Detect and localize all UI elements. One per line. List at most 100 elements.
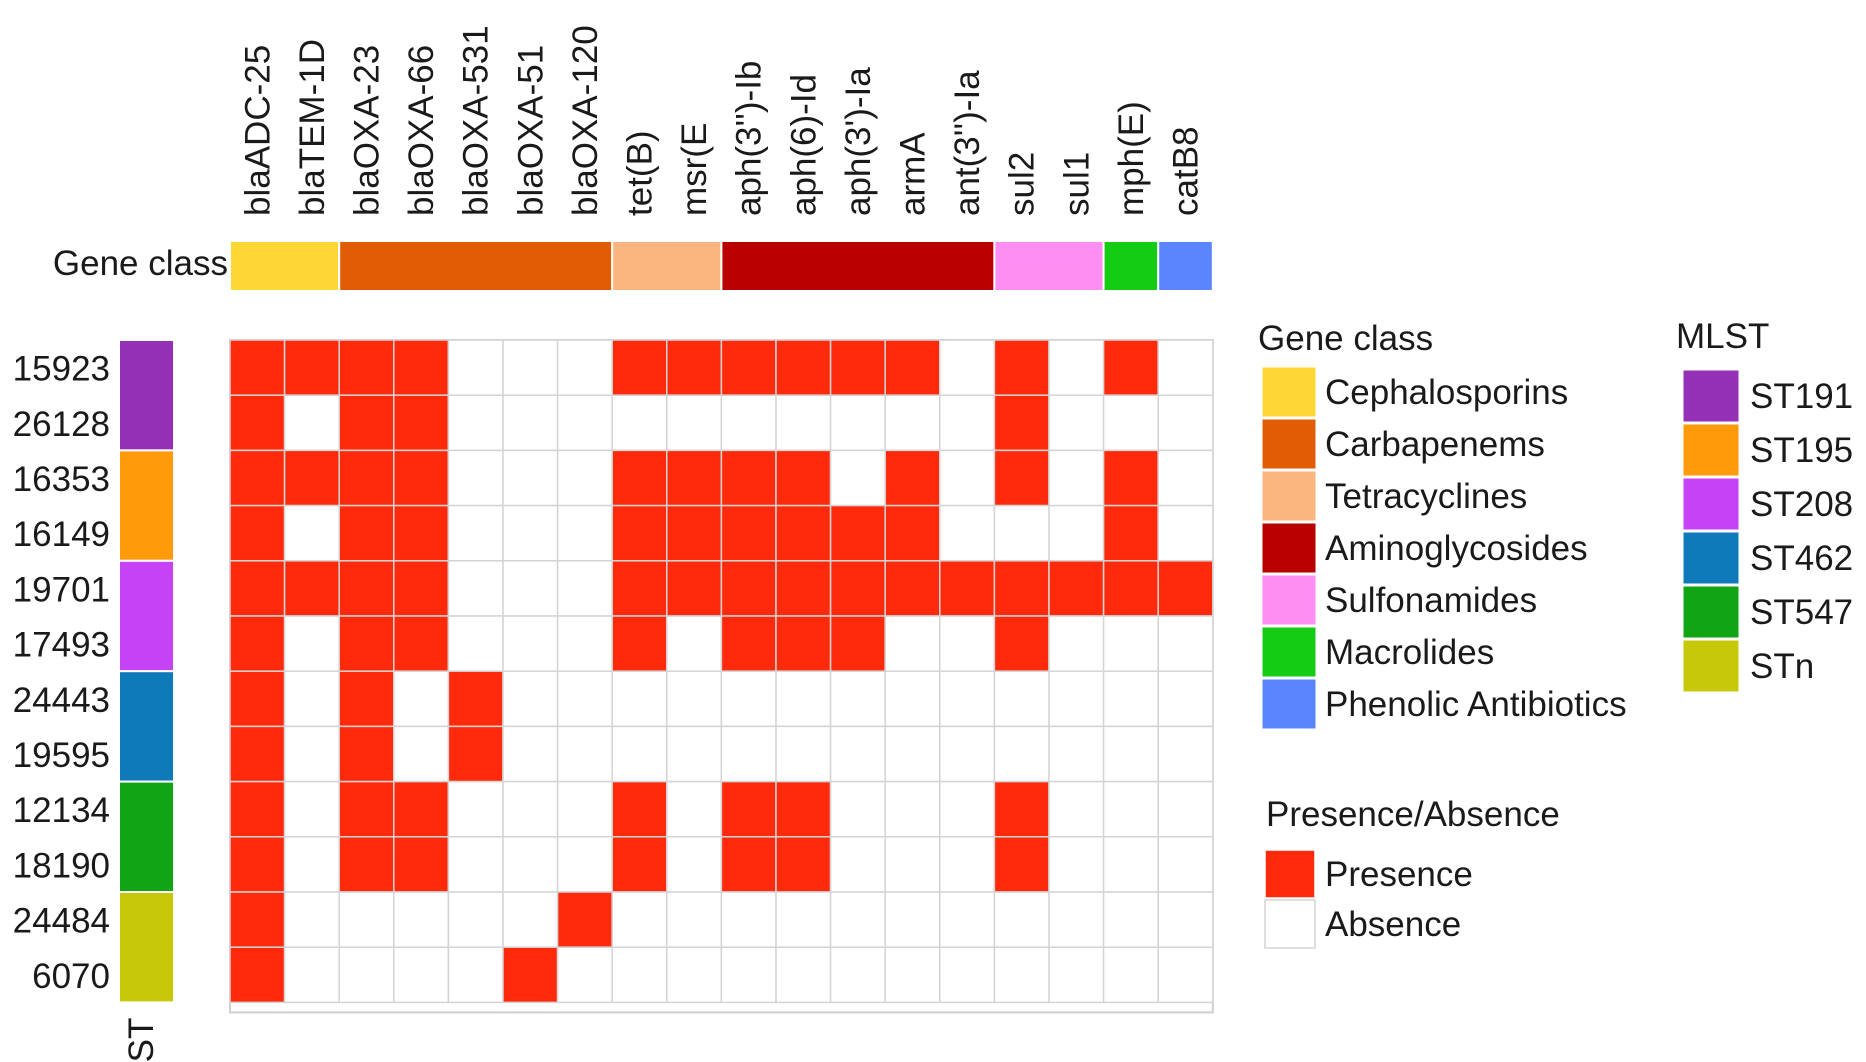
cell-18190-blaoxa-120 xyxy=(556,836,613,893)
sample-row-labels: 15923 26128 16353 16149 19701 17493 24443 19595… xyxy=(13,350,110,996)
cell-26128-aph-3-ib xyxy=(720,394,777,452)
legend-label-st208: ST208 xyxy=(1750,485,1853,524)
cell-24443-blatem-1d xyxy=(283,670,340,728)
cell-17493-blaoxa-23 xyxy=(338,615,395,672)
cell-15923-msr-e xyxy=(666,339,723,396)
legend-swatch-presence xyxy=(1264,849,1316,899)
cell-26128-aph-6-id xyxy=(775,394,832,452)
cell-16149-aph-6-id xyxy=(775,504,832,562)
cell-15923-blaoxa-120 xyxy=(556,339,613,396)
cell-24443-sul2 xyxy=(993,670,1050,728)
cell-24484-blaoxa-51 xyxy=(502,891,559,948)
legend-swatch-aminoglycosides xyxy=(1261,522,1317,574)
legend-label-absence: Absence xyxy=(1325,905,1461,944)
cell-6070-blaoxa-51 xyxy=(502,946,559,1004)
cell-16149-msr-e xyxy=(666,504,723,562)
sample-label-17493: 17493 xyxy=(13,626,110,665)
cell-16353-blaoxa-51 xyxy=(502,449,559,507)
cell-16149-blaoxa-23 xyxy=(338,504,395,562)
cell-16149-blaoxa-120 xyxy=(556,504,613,562)
cell-19595-blaoxa-51 xyxy=(502,725,559,783)
cell-24443-tet-b xyxy=(611,670,668,728)
cell-16353-tet-b xyxy=(611,449,668,507)
gene-label-sul2: sul2 xyxy=(1003,152,1042,216)
gene-class-block-tetracyclines xyxy=(611,240,723,292)
legend-presence-title: Presence/Absence xyxy=(1266,795,1560,834)
cell-16149-sul1 xyxy=(1048,504,1105,562)
cell-12134-aph-3-ib xyxy=(720,780,777,838)
cell-24484-catb8 xyxy=(1157,891,1214,948)
cell-16353-mph-e xyxy=(1102,449,1159,507)
gene-class-block-carbapenems xyxy=(338,240,614,292)
legend-label-st462: ST462 xyxy=(1750,539,1853,578)
legend-swatch-absence xyxy=(1264,899,1316,949)
cell-16353-blaadc-25 xyxy=(229,449,286,507)
cell-12134-aph-3-ia xyxy=(829,780,886,838)
gene-label-blaoxa-66: blaOXA-66 xyxy=(402,45,441,216)
cell-19701-blaoxa-51 xyxy=(502,560,559,617)
cell-19595-msr-e xyxy=(666,725,723,783)
cell-16149-blaoxa-531 xyxy=(447,504,504,562)
heatmap-grid xyxy=(229,339,1214,1014)
cell-16353-catb8 xyxy=(1157,449,1214,507)
cell-26128-blaoxa-531 xyxy=(447,394,504,452)
legend-swatch-macrolides xyxy=(1261,626,1317,678)
cell-16353-msr-e xyxy=(666,449,723,507)
legend-swatch-cephalosporins xyxy=(1261,366,1317,418)
cell-26128-msr-e xyxy=(666,394,723,452)
cell-12134-catb8 xyxy=(1157,780,1214,838)
cell-17493-aph-6-id xyxy=(775,615,832,672)
cell-16353-blaoxa-66 xyxy=(393,449,450,507)
cell-24484-msr-e xyxy=(666,891,723,948)
gene-column-labels: blaADC-25 blaTEM-1D blaOXA-23 blaOXA-66 blaO… xyxy=(238,25,1205,216)
legend-mlst: ST191 ST195 ST208 ST462 ST547 STn xyxy=(1682,369,1853,693)
cell-6070-blaoxa-120 xyxy=(556,946,613,1004)
cell-16353-sul2 xyxy=(993,449,1050,507)
cell-6070-ant-3-ia xyxy=(939,946,996,1004)
cell-16353-blaoxa-120 xyxy=(556,449,613,507)
cell-16353-blaoxa-531 xyxy=(447,449,504,507)
cell-16149-aph-3-ia xyxy=(829,504,886,562)
cell-19701-blaoxa-531 xyxy=(447,560,504,617)
legend-swatch-sulfonamides xyxy=(1261,574,1317,626)
cell-6070-aph-6-id xyxy=(775,946,832,1004)
cell-16149-ant-3-ia xyxy=(939,504,996,562)
cell-16149-blaoxa-51 xyxy=(502,504,559,562)
cell-19595-aph-3-ib xyxy=(720,725,777,783)
cell-15923-blaoxa-531 xyxy=(447,339,504,396)
cell-12134-sul2 xyxy=(993,780,1050,838)
cell-18190-aph-6-id xyxy=(775,836,832,893)
legend-label-phenolic-antibiotics: Phenolic Antibiotics xyxy=(1325,685,1627,724)
legend-label-presence: Presence xyxy=(1325,855,1473,894)
cell-17493-sul1 xyxy=(1048,615,1105,672)
cell-24484-ant-3-ia xyxy=(939,891,996,948)
cell-26128-ant-3-ia xyxy=(939,394,996,452)
cell-6070-sul1 xyxy=(1048,946,1105,1004)
gene-label-blaoxa-23: blaOXA-23 xyxy=(348,45,387,216)
cell-17493-tet-b xyxy=(611,615,668,672)
cell-16353-aph-6-id xyxy=(775,449,832,507)
cell-24443-arma xyxy=(884,670,941,728)
cell-17493-blatem-1d xyxy=(283,615,340,672)
cell-18190-blaadc-25 xyxy=(229,836,286,893)
sample-label-12134: 12134 xyxy=(13,791,110,830)
legend-swatch-tetracyclines xyxy=(1261,470,1317,522)
legend-swatch-st195 xyxy=(1682,423,1740,477)
cell-19701-blaadc-25 xyxy=(229,560,286,617)
cell-12134-blaadc-25 xyxy=(229,780,286,838)
cell-19595-aph-3-ia xyxy=(829,725,886,783)
legend-swatch-phenolic-antibiotics xyxy=(1261,678,1317,730)
cell-15923-ant-3-ia xyxy=(939,339,996,396)
cell-19701-msr-e xyxy=(666,560,723,617)
legend-label-stn: STn xyxy=(1750,647,1814,686)
cell-24484-blaoxa-120 xyxy=(556,891,613,948)
gene-class-row-label: Gene class xyxy=(53,244,228,283)
gene-class-block-sulfonamides xyxy=(993,240,1105,292)
cell-12134-blaoxa-120 xyxy=(556,780,613,838)
cell-15923-blaoxa-66 xyxy=(393,339,450,396)
cell-24484-mph-e xyxy=(1102,891,1159,948)
cell-17493-blaadc-25 xyxy=(229,615,286,672)
cell-19595-arma xyxy=(884,725,941,783)
cell-15923-blaadc-25 xyxy=(229,339,286,396)
